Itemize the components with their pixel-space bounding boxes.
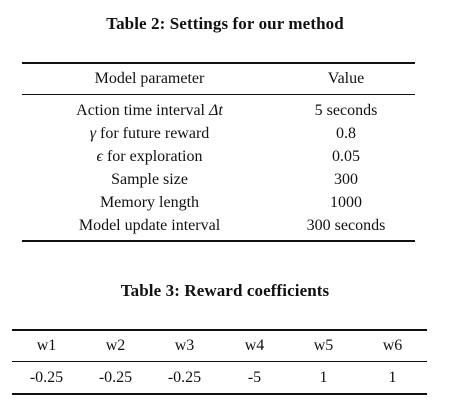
table3-value-cell: -0.25 — [98, 369, 133, 386]
table3-value-cell: 1 — [319, 369, 328, 386]
table3-value-cell: -5 — [247, 369, 262, 386]
table3-value-cell: 1 — [388, 369, 397, 386]
table2-header-value: Value — [327, 70, 365, 87]
param-symbol: γ — [89, 125, 97, 142]
param-symbol: Δt — [209, 102, 223, 119]
table2-row-value: 300 — [334, 171, 358, 188]
table3-header-cell: w5 — [313, 337, 334, 354]
param-text: Sample size — [111, 171, 188, 188]
table2-bottom-rule — [22, 240, 415, 242]
table3-header-rule — [12, 361, 427, 362]
table3-top-rule — [12, 329, 427, 331]
table2-row-param: Action time interval Δt — [22, 101, 277, 121]
table2-caption: Table 2: Settings for our method — [106, 14, 344, 33]
table2-row-value: 0.8 — [336, 125, 356, 142]
table3-header-cell: w6 — [382, 337, 403, 354]
table2-row-value: 0.05 — [332, 148, 360, 165]
table3-value-cell: -0.25 — [29, 369, 64, 386]
param-text: Action time interval — [76, 102, 209, 119]
table3-header-cell: w2 — [105, 337, 126, 354]
table2-header-rule — [22, 94, 415, 95]
param-text: for exploration — [102, 148, 203, 165]
table2-header-param: Model parameter — [94, 70, 205, 87]
param-symbol: ϵ — [96, 148, 103, 165]
table2-row-param: ϵ for exploration — [22, 147, 277, 167]
table2-top-rule — [22, 62, 415, 64]
table2-row-value: 300 seconds — [306, 217, 386, 234]
param-text: Memory length — [99, 194, 200, 211]
table2-row-value: 5 seconds — [314, 102, 378, 119]
table3-value-cell: -0.25 — [167, 369, 202, 386]
table2-row-param: Memory length — [22, 193, 277, 213]
param-text: Model update interval — [78, 217, 221, 234]
table3-caption: Table 3: Reward coefficients — [120, 281, 330, 300]
table2-row-value: 1000 — [330, 194, 362, 211]
table3-header-cell: w3 — [174, 337, 195, 354]
table2-row-param: γ for future reward — [22, 124, 277, 144]
param-text: for future reward — [96, 125, 210, 142]
table3-bottom-rule — [12, 393, 427, 395]
table3-header-cell: w1 — [36, 337, 57, 354]
table2-row-param: Model update interval — [22, 216, 277, 236]
table3-header-cell: w4 — [244, 337, 265, 354]
table2-row-param: Sample size — [22, 170, 277, 190]
